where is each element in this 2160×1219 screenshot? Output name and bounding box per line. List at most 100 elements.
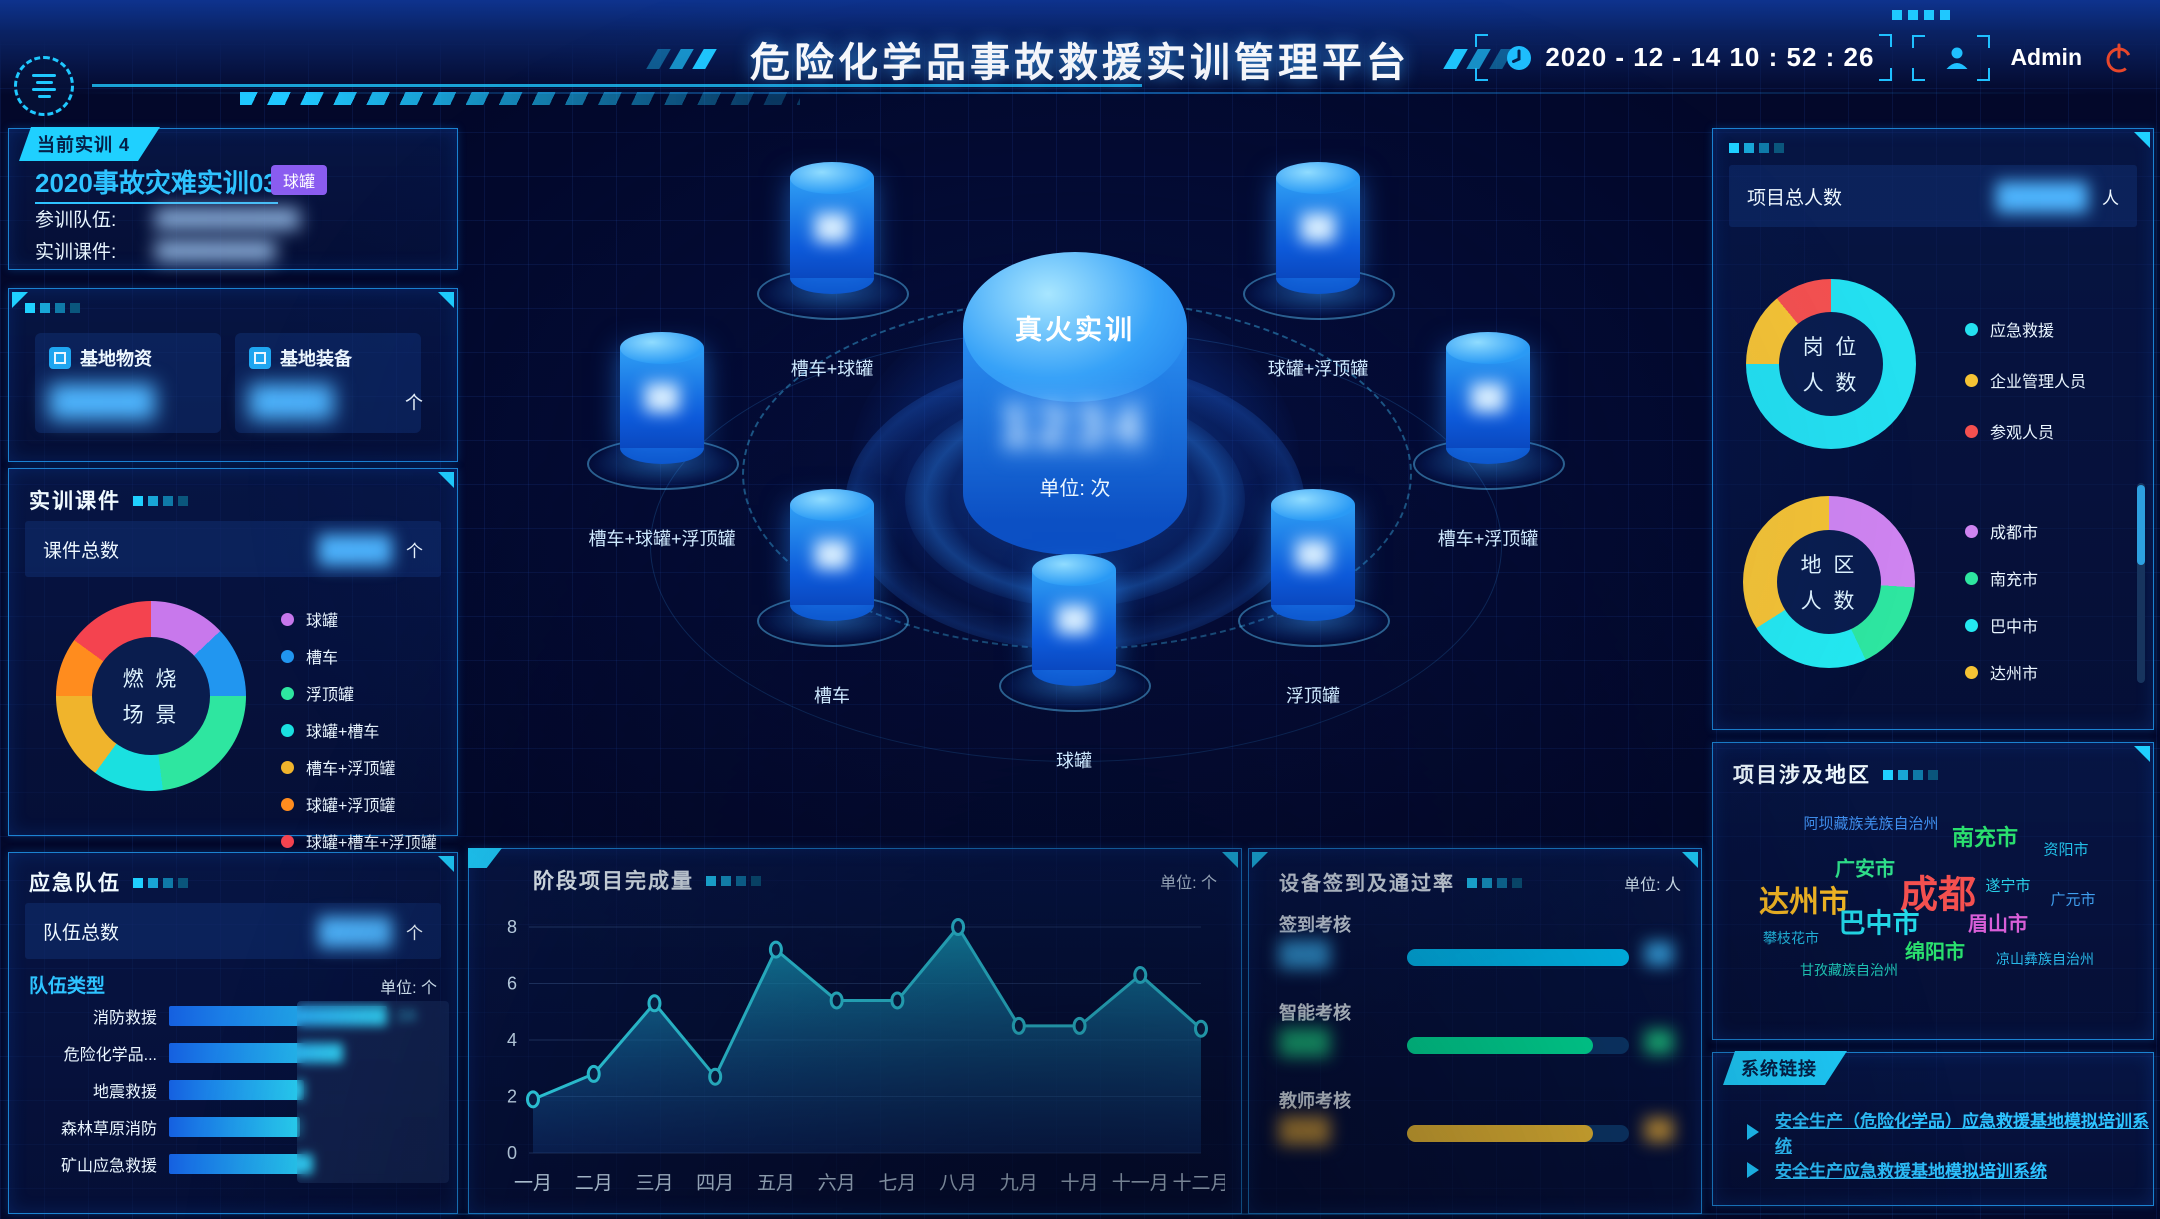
scene-cylinder-node[interactable]: ██ 球罐	[989, 542, 1159, 774]
menu-button[interactable]	[14, 56, 74, 116]
wordcloud-word[interactable]: 攀枝花市	[1763, 930, 1819, 946]
scene-cylinder-node[interactable]: ██ 槽车+球罐	[747, 150, 917, 382]
donut-center-text: 人 数	[1802, 372, 1860, 395]
assessment-label: 智能考核	[1279, 1003, 1351, 1023]
training-name-link[interactable]: 2020事故灾难实训03	[35, 163, 278, 204]
assessment-row: 签到考核 ███ ██	[1279, 911, 1677, 989]
cylinder-cap	[620, 332, 704, 364]
system-link-row[interactable]: 安全生产（危险化学品）应急救援基地模拟培训系统	[1747, 1107, 2153, 1157]
legend-item[interactable]: 槽车	[281, 644, 437, 668]
legend-item[interactable]: 南充市	[1965, 566, 2038, 590]
user-block[interactable]	[1912, 34, 1991, 81]
legend-item[interactable]: 巴中市	[1965, 613, 2038, 637]
scene-cylinder-node[interactable]: ██ 浮顶罐	[1228, 477, 1398, 709]
panel-assessment-title: 设备签到及通过率	[1279, 867, 1522, 896]
datetime-display: 2020 - 12 - 14 10 : 52 : 26	[1475, 34, 1893, 81]
scrollbar[interactable]	[2137, 483, 2145, 683]
wordcloud-word[interactable]: 南充市	[1951, 825, 2019, 850]
post-legend: 应急救援 企业管理人员 参观人员	[1965, 317, 2086, 443]
deco-squares	[133, 878, 188, 888]
cylinder-value-blurred: ██	[1056, 606, 1091, 633]
legend-item[interactable]: 达州市	[1965, 660, 2038, 684]
power-button[interactable]	[2102, 41, 2136, 75]
system-link-row[interactable]: 安全生产应急救援基地模拟培训系统	[1747, 1157, 2047, 1182]
legend-item[interactable]: 浮顶罐	[281, 681, 437, 705]
region-donut: 地 区 人 数	[1743, 496, 1915, 668]
assessment-progress-track	[1407, 949, 1629, 966]
legend-item[interactable]: 槽车+浮顶罐	[281, 755, 437, 779]
system-link[interactable]: 安全生产（危险化学品）应急救援基地模拟培训系统	[1775, 1112, 2149, 1156]
people-total-row: 项目总人数 █████ 人	[1729, 165, 2137, 227]
center-value-backdrop	[1000, 392, 1150, 456]
wordcloud-word[interactable]: 绵阳市	[1905, 941, 1965, 964]
assessment-value-blurred: ███	[1279, 941, 1331, 968]
header: 危险化学品事故救援实训管理平台 2020 - 12 - 14 10 : 52 :…	[0, 0, 2160, 116]
cylinder-cap	[1276, 162, 1360, 194]
cylinder-label: 球罐+浮顶罐	[1267, 359, 1369, 379]
wordcloud-word[interactable]: 甘孜藏族自治州	[1800, 962, 1898, 978]
title-arrow-right	[1443, 49, 1469, 69]
scrollbar-thumb[interactable]	[2137, 485, 2145, 565]
base-unit: 个	[405, 393, 423, 413]
cylinder-label: 槽车	[814, 686, 850, 706]
legend-item[interactable]: 球罐+槽车+浮顶罐	[281, 829, 437, 853]
wordcloud-word[interactable]: 眉山市	[1968, 913, 2028, 936]
panel-current-training: 当前实训 4 2020事故灾难实训03 球罐 参训队伍: ███████████…	[8, 128, 458, 270]
cylinder-body: ██	[1276, 178, 1360, 278]
scene-cylinder-node[interactable]: ██ 球罐+浮顶罐	[1233, 150, 1403, 382]
legend-item[interactable]: 参观人员	[1965, 419, 2086, 443]
stat-card[interactable]: 基地物资 █████	[35, 333, 221, 433]
wordcloud-word[interactable]: 广元市	[2050, 891, 2096, 909]
completion-unit-label: 单位: 个	[1160, 875, 1217, 892]
legend-label: 浮顶罐	[306, 687, 355, 704]
teams-subtitle: 队伍类型	[29, 976, 106, 997]
wordcloud-word[interactable]: 达州市	[1759, 886, 1849, 919]
title-arrow-left	[668, 49, 694, 69]
legend-item[interactable]: 应急救援	[1965, 317, 2086, 341]
center-value-blurred: 1234	[1000, 398, 1150, 456]
legend-dot	[281, 686, 294, 700]
svg-text:四月: 四月	[696, 1173, 734, 1194]
wordcloud-word[interactable]: 凉山彝族自治州	[1996, 951, 2094, 967]
legend-item[interactable]: 球罐	[281, 607, 437, 631]
scene-cylinder-node[interactable]: ██ 槽车+球罐+浮顶罐	[577, 320, 747, 552]
svg-text:五月: 五月	[757, 1173, 795, 1194]
svg-text:二月: 二月	[575, 1173, 613, 1194]
legend-label: 槽车	[306, 650, 339, 667]
cylinder-base-plate	[1243, 268, 1395, 320]
wordcloud-word[interactable]: 资阳市	[2043, 841, 2089, 859]
donut-center-text: 燃 烧	[122, 668, 180, 691]
legend-item[interactable]: 球罐+槽车	[281, 718, 437, 742]
cylinder-bottom	[1271, 589, 1355, 621]
assessment-label: 教师考核	[1279, 1091, 1351, 1111]
cylinder-cap	[790, 162, 874, 194]
cylinder-label: 槽车+球罐	[790, 359, 874, 379]
legend-label: 应急救援	[1990, 323, 2055, 340]
field-value-blurred: ████████████	[155, 208, 300, 228]
wordcloud-word[interactable]: 遂宁市	[1985, 877, 2031, 895]
training-badge: 球罐	[271, 165, 328, 195]
cylinder-base-plate	[1238, 595, 1390, 647]
legend-dot	[281, 834, 294, 848]
svg-text:6: 6	[507, 974, 517, 994]
stat-card[interactable]: 基地装备 ████	[235, 333, 421, 433]
stat-card-icon	[249, 347, 271, 369]
legend-item[interactable]: 企业管理人员	[1965, 368, 2086, 392]
training-field-row: 实训课件: ██████████	[35, 237, 437, 264]
legend-dot	[1965, 424, 1978, 438]
datetime-text: 2020 - 12 - 14 10 : 52 : 26	[1545, 42, 1875, 72]
scene-cylinder-node[interactable]: ██ 槽车	[747, 477, 917, 709]
legend-item[interactable]: 球罐+浮顶罐	[281, 792, 437, 816]
team-bar-label: 危险化学品...	[63, 1047, 157, 1064]
cylinder-bottom	[790, 262, 874, 294]
user-name[interactable]: Admin	[2010, 44, 2082, 70]
team-bar-label: 地震救援	[92, 1084, 157, 1101]
legend-item[interactable]: 成都市	[1965, 519, 2038, 543]
deco-squares	[706, 876, 761, 886]
panel-current-training-tab: 当前实训 4	[19, 127, 160, 161]
legend-label: 巴中市	[1990, 619, 2039, 636]
system-link[interactable]: 安全生产应急救援基地模拟培训系统	[1775, 1162, 2047, 1181]
region-legend: 成都市 南充市 巴中市 达州市	[1965, 519, 2038, 684]
wordcloud-word[interactable]: 阿坝藏族羌族自治州	[1803, 815, 1939, 833]
scene-cylinder-node[interactable]: ██ 槽车+浮顶罐	[1403, 320, 1573, 552]
